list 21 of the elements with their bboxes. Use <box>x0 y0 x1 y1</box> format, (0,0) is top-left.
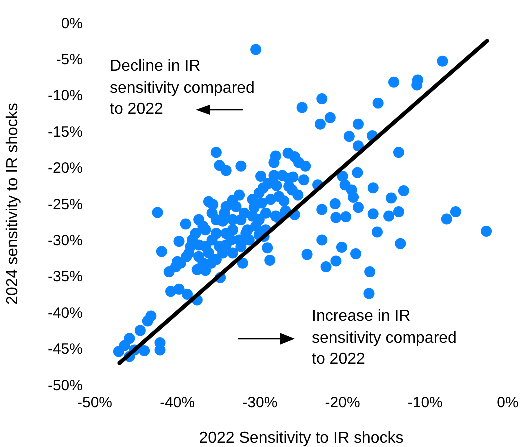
y-tick-label: -45% <box>48 341 83 358</box>
y-tick-label: -25% <box>48 196 83 214</box>
y-tick-label: -5% <box>56 52 83 69</box>
y-tick-label: -30% <box>48 232 83 250</box>
y-tick-label: -35% <box>48 268 83 286</box>
x-axis-title: 2022 Sensitivity to IR shocks <box>199 430 404 447</box>
x-tick-label: -20% <box>325 394 360 412</box>
x-tick-label: -40% <box>160 394 196 412</box>
y-tick-label: 0% <box>61 15 83 32</box>
x-tick-label: -10% <box>408 394 443 412</box>
annotation: Decline in IR sensitivity compared to 2022 <box>110 57 256 120</box>
y-tick-label: -50% <box>48 377 83 394</box>
y-tick-label: -40% <box>48 304 83 322</box>
y-tick-label: -15% <box>48 124 83 141</box>
y-tick-label: -10% <box>48 88 83 105</box>
y-tick-label: -20% <box>48 160 83 178</box>
y-axis-title: 2024 sensitivity to IR shocks <box>4 103 22 305</box>
x-tick-label: 0% <box>497 394 519 412</box>
annotation: Increase in IR sensitivity compared to 2022 <box>312 307 458 370</box>
x-tick-label: -50% <box>77 394 113 412</box>
x-tick-label: -30% <box>242 394 278 412</box>
